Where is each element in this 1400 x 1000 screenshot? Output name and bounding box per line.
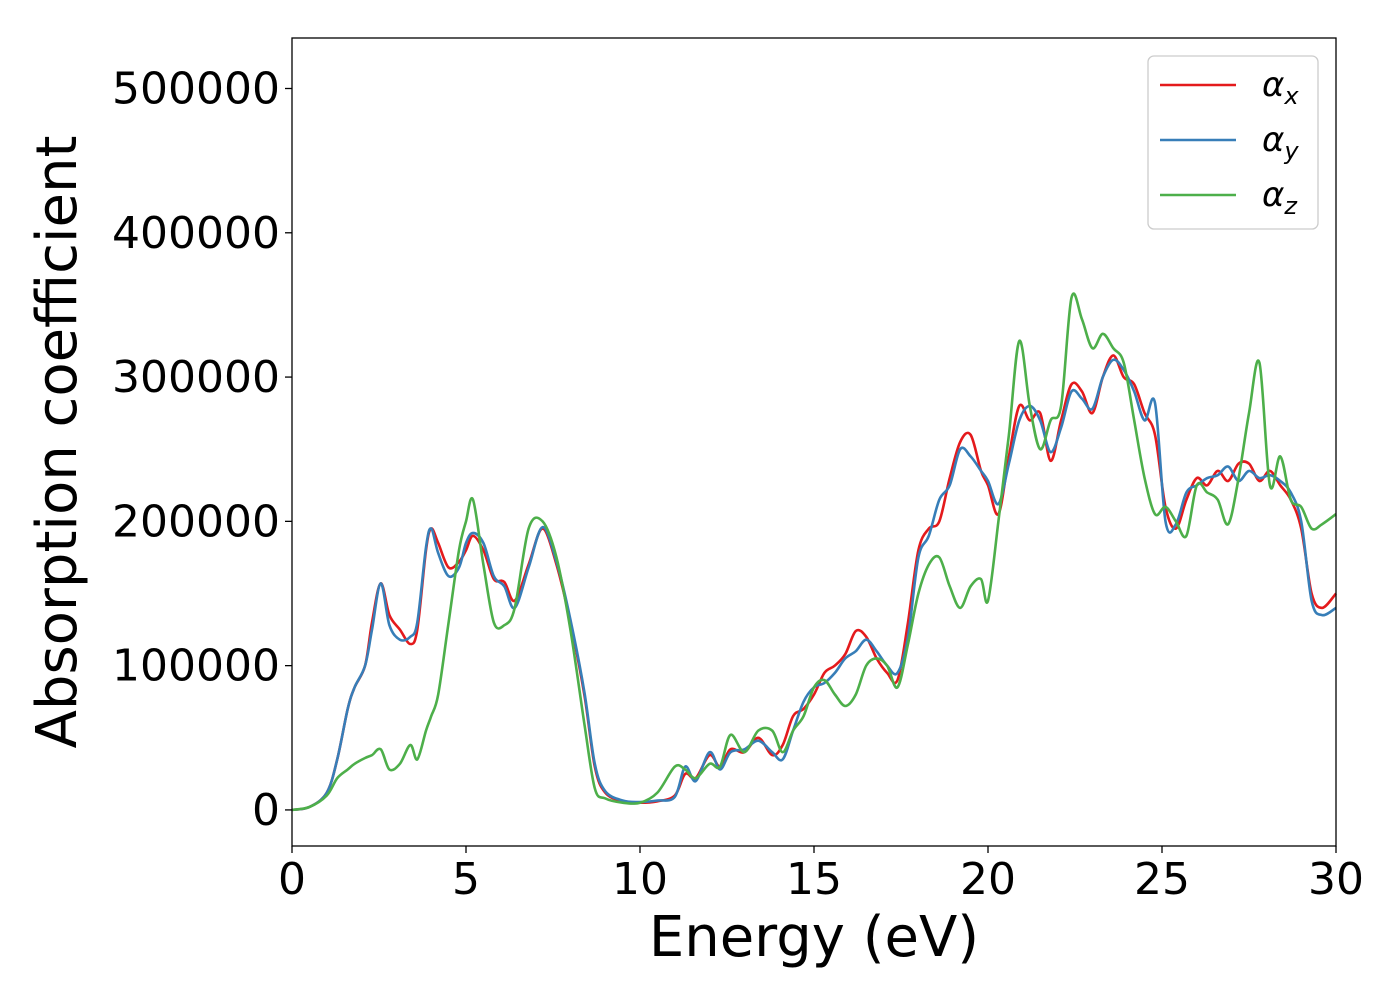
legend-label-x: αx bbox=[1262, 65, 1299, 110]
x-tick-label: 5 bbox=[452, 854, 480, 905]
x-axis-title: Energy (eV) bbox=[649, 905, 979, 970]
legend-box bbox=[1147, 55, 1319, 230]
series-line-z bbox=[291, 292, 1337, 812]
y-axis-title: Absorption coefficient bbox=[25, 136, 90, 749]
y-tick-label: 300000 bbox=[112, 352, 280, 403]
x-tick-label: 10 bbox=[612, 854, 668, 905]
x-tick-label: 0 bbox=[278, 854, 306, 905]
series-line-y bbox=[291, 358, 1337, 812]
legend: αx αy αz bbox=[1147, 55, 1319, 230]
series-lines bbox=[291, 292, 1337, 812]
x-tick-label: 30 bbox=[1308, 854, 1364, 905]
y-tick-label: 500000 bbox=[112, 64, 280, 115]
legend-label-y: αy bbox=[1262, 120, 1299, 165]
x-tick-label: 20 bbox=[960, 854, 1016, 905]
legend-label-z: αz bbox=[1262, 175, 1298, 220]
axis-ticks: 0 5 10 15 20 25 30 0 100000 200000 300000 400000 500… bbox=[112, 64, 1364, 906]
y-tick-label: 100000 bbox=[112, 641, 280, 692]
y-tick-label: 0 bbox=[252, 785, 280, 836]
x-tick-label: 15 bbox=[786, 854, 842, 905]
x-tick-label: 25 bbox=[1134, 854, 1190, 905]
y-tick-label: 400000 bbox=[112, 208, 280, 259]
y-tick-label: 200000 bbox=[112, 496, 280, 547]
plot-frame bbox=[291, 37, 1337, 847]
